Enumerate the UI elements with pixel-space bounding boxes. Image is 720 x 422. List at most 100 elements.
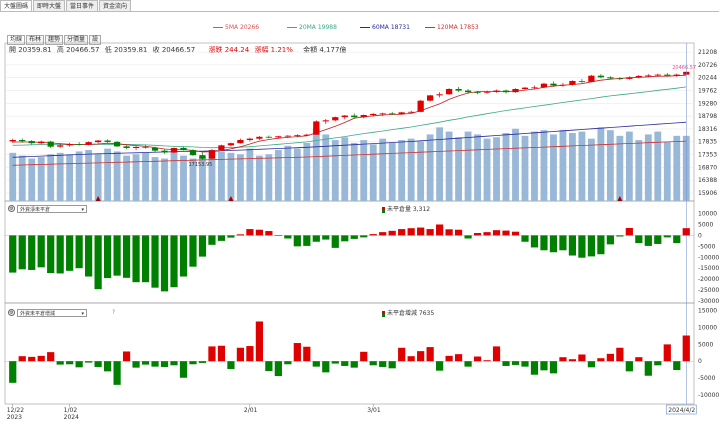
oi-change-bar bbox=[511, 361, 520, 365]
volume-bar bbox=[673, 135, 681, 201]
oi-change-bar bbox=[350, 361, 358, 368]
volume-bar bbox=[654, 131, 662, 201]
y-tick-label: -15000 bbox=[698, 265, 719, 272]
oi-change-bar bbox=[132, 361, 140, 368]
oi-bar bbox=[587, 235, 596, 257]
oi-change-bar bbox=[284, 361, 292, 365]
candle-body bbox=[237, 140, 244, 144]
oi-change-bar bbox=[426, 347, 434, 362]
candle-body bbox=[645, 75, 652, 77]
subtab-volume-by-price[interactable]: 分價量 bbox=[64, 35, 89, 45]
y-tick-label: 10000 bbox=[698, 325, 717, 332]
oi-bar bbox=[635, 235, 643, 244]
oi-bar bbox=[160, 235, 169, 292]
candle-body bbox=[673, 74, 680, 76]
tab-daily-events[interactable]: 當日事件 bbox=[66, 0, 99, 11]
volume-bar bbox=[644, 134, 652, 201]
volume-bar bbox=[445, 131, 453, 201]
date-highlight-label: 2024/4/2 bbox=[668, 407, 695, 414]
volume-bar bbox=[502, 133, 510, 201]
oi-bar bbox=[141, 235, 150, 283]
volume-bar bbox=[322, 134, 330, 201]
oi-bar bbox=[540, 235, 548, 251]
chart-frame bbox=[0, 11, 719, 422]
oi-bar bbox=[151, 235, 159, 288]
oi-change-bar bbox=[170, 361, 178, 366]
y-tick-label: -5000 bbox=[698, 375, 716, 382]
tab-realtime-market[interactable]: 即時大盤 bbox=[33, 0, 66, 11]
y-tick-label: 21208 bbox=[698, 49, 717, 56]
candle-body bbox=[275, 136, 282, 138]
panel2-indicator-select[interactable]: 外資淨未平倉 ▾ bbox=[17, 205, 87, 213]
candle-body bbox=[664, 74, 671, 76]
volume-bar bbox=[398, 140, 406, 201]
volume-bar bbox=[493, 137, 500, 201]
oi-bar bbox=[9, 235, 17, 273]
panel3-indicator-select[interactable]: 外資未平倉增減 ▾ bbox=[17, 309, 87, 317]
oi-change-bar bbox=[436, 361, 444, 371]
candle-body bbox=[370, 113, 377, 116]
candle-body bbox=[94, 140, 102, 143]
oi-change-bar bbox=[189, 361, 197, 365]
oi-bar bbox=[47, 235, 55, 274]
oi-change-bar bbox=[549, 361, 558, 374]
volume-bar bbox=[521, 135, 529, 201]
tab-market-chart[interactable]: 大盤圖碼 bbox=[0, 0, 33, 11]
candle-body bbox=[427, 95, 434, 101]
volume-bar bbox=[28, 158, 36, 201]
oi-bar bbox=[625, 227, 633, 236]
oi-bar bbox=[654, 235, 662, 244]
panel2-settings-icon[interactable]: ⚙ bbox=[8, 205, 15, 212]
oi-bar bbox=[208, 235, 216, 245]
volume-bar bbox=[56, 152, 64, 201]
candle-body bbox=[521, 87, 529, 89]
candle-body bbox=[123, 146, 130, 148]
panel3-settings-icon[interactable]: ⚙ bbox=[8, 309, 15, 316]
oi-bar bbox=[417, 227, 425, 236]
subtab-bollinger[interactable]: 布林 bbox=[26, 35, 45, 45]
oi-bar bbox=[303, 235, 311, 246]
oi-bar bbox=[322, 235, 330, 240]
date-highlight-box bbox=[665, 404, 697, 415]
y-tick-label: 19280 bbox=[698, 100, 717, 107]
volume-bar bbox=[625, 131, 633, 201]
ma60-legend: 60MA 18731 bbox=[360, 24, 410, 31]
oi-change-bar bbox=[56, 361, 64, 365]
oi-bar bbox=[473, 233, 482, 236]
oi-change-bar bbox=[568, 359, 577, 362]
oi-bar bbox=[227, 235, 235, 238]
subtab-settings[interactable]: 設 bbox=[89, 35, 102, 45]
up-down-swatch-icon bbox=[382, 310, 385, 317]
oi-bar bbox=[122, 235, 131, 278]
subtab-trend[interactable]: 趨勢 bbox=[45, 35, 64, 45]
y-tick-label: 5000 bbox=[698, 221, 713, 228]
volume-bar bbox=[559, 130, 567, 201]
oi-bar bbox=[644, 235, 652, 246]
volume-bar bbox=[75, 151, 83, 201]
tab-fund-flow[interactable]: 資金流向 bbox=[99, 0, 132, 11]
ma60-legend-line bbox=[360, 27, 370, 28]
volume-bar bbox=[436, 127, 444, 201]
oi-bar bbox=[132, 235, 140, 283]
subtab-ma[interactable]: 均線 bbox=[7, 35, 26, 45]
y-tick-label: 17353 bbox=[698, 152, 717, 159]
y-tick-label: -5000 bbox=[698, 243, 716, 250]
oi-change-bar bbox=[530, 361, 539, 375]
ma120-line bbox=[12, 140, 687, 166]
oi-bar bbox=[103, 235, 112, 279]
oi-bar bbox=[663, 235, 671, 238]
volume-bar bbox=[236, 154, 244, 201]
oi-change-bar bbox=[454, 354, 463, 362]
volume-bar bbox=[417, 141, 425, 201]
candle-body bbox=[76, 143, 83, 145]
oi-bar bbox=[407, 228, 415, 236]
candle-body bbox=[265, 136, 272, 138]
oi-change-bar bbox=[644, 361, 652, 376]
help-icon[interactable]: ? bbox=[112, 309, 116, 316]
ma60-line bbox=[12, 121, 687, 158]
volume-bar bbox=[293, 148, 301, 201]
oi-change-bar bbox=[492, 346, 501, 362]
candle-body bbox=[66, 143, 73, 146]
panel2-select-value: 外資淨未平倉 bbox=[20, 207, 51, 213]
